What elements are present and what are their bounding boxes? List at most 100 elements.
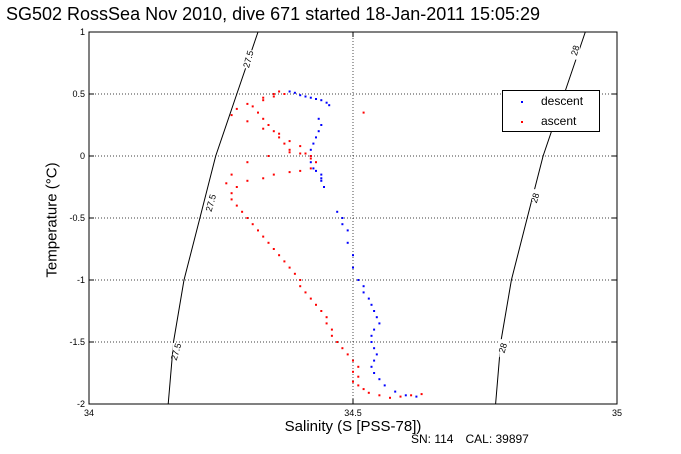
x-axis-label: Salinity (S [PSS-78]) bbox=[284, 418, 422, 435]
ascent-point bbox=[235, 107, 238, 110]
ascent-point bbox=[246, 102, 249, 105]
descent-point bbox=[362, 285, 365, 288]
descent-point bbox=[378, 378, 381, 381]
legend-label-ascent: ascent bbox=[541, 114, 577, 128]
ascent-point bbox=[267, 155, 270, 157]
descent-point bbox=[312, 142, 315, 145]
ascent-point bbox=[378, 394, 381, 397]
ascent-point bbox=[288, 140, 291, 143]
y-tick-label: -1.5 bbox=[69, 337, 85, 347]
descent-point bbox=[346, 229, 349, 232]
ascent-point bbox=[357, 375, 360, 378]
ascent-point bbox=[262, 99, 265, 102]
calibration: CAL: 39897 bbox=[465, 432, 529, 446]
isopycnal-label: 28 bbox=[497, 342, 509, 354]
descent-point bbox=[415, 395, 418, 398]
descent-point bbox=[320, 173, 323, 176]
serial-info: SN: 114 CAL: 39897 bbox=[411, 432, 541, 446]
descent-point bbox=[309, 96, 312, 99]
descent-point bbox=[370, 365, 373, 368]
descent-point bbox=[404, 394, 407, 397]
ascent-point bbox=[341, 347, 344, 350]
ascent-point bbox=[235, 186, 238, 188]
descent-point bbox=[373, 328, 376, 331]
descent-point bbox=[352, 254, 354, 257]
descent-point bbox=[293, 91, 296, 94]
ascent-point bbox=[272, 93, 275, 95]
descent-point bbox=[323, 186, 325, 188]
isopycnal-label-bg bbox=[571, 41, 580, 60]
legend-label-descent: descent bbox=[541, 94, 584, 108]
descent-point bbox=[370, 341, 373, 343]
ascent-point bbox=[262, 235, 265, 238]
ascent-point bbox=[278, 90, 281, 93]
descent-point bbox=[362, 291, 365, 294]
y-tick-label: -2 bbox=[77, 399, 85, 409]
ascent-point bbox=[410, 394, 413, 397]
descent-point bbox=[320, 124, 323, 126]
data-points bbox=[225, 90, 423, 399]
x-tick-label: 35 bbox=[612, 408, 622, 418]
ascent-point bbox=[399, 395, 402, 398]
ascent-point bbox=[315, 303, 317, 306]
descent-point bbox=[370, 303, 373, 306]
descent-point bbox=[299, 94, 302, 97]
descent-point bbox=[304, 95, 307, 98]
x-tick-label: 34 bbox=[84, 408, 94, 418]
descent-point bbox=[336, 210, 339, 213]
descent-point bbox=[317, 117, 320, 120]
descent-point bbox=[346, 241, 349, 244]
ascent-point bbox=[357, 384, 360, 387]
ascent-point bbox=[299, 285, 302, 288]
descent-point bbox=[315, 136, 317, 139]
descent-point bbox=[373, 347, 376, 350]
ascent-point bbox=[267, 241, 270, 244]
legend-marker-ascent bbox=[521, 121, 523, 123]
descent-point bbox=[352, 266, 354, 269]
ascent-point bbox=[288, 151, 291, 154]
ascent-point bbox=[272, 130, 275, 133]
descent-point bbox=[341, 217, 344, 219]
isopycnal-label: 27.5 bbox=[204, 193, 218, 213]
ascent-point bbox=[325, 316, 328, 319]
y-axis-label: Temperature (°C) bbox=[43, 162, 61, 278]
ascent-point bbox=[278, 132, 281, 135]
isopycnal-label: 27.5 bbox=[169, 342, 183, 362]
ascent-point bbox=[288, 266, 291, 269]
descent-point bbox=[325, 101, 328, 104]
ascent-point bbox=[230, 114, 233, 117]
ascent-point bbox=[309, 297, 312, 300]
ascent-point bbox=[367, 391, 370, 394]
descent-point bbox=[375, 353, 378, 356]
descent-point bbox=[373, 372, 376, 374]
descent-point bbox=[394, 390, 397, 393]
ascent-point bbox=[262, 96, 265, 99]
ascent-point bbox=[246, 179, 249, 182]
ascent-point bbox=[272, 95, 275, 98]
ascent-point bbox=[225, 182, 228, 185]
ascent-point bbox=[362, 388, 365, 391]
ascent-point bbox=[325, 322, 328, 325]
y-tick-label: -0.5 bbox=[69, 213, 85, 223]
legend: descent ascent bbox=[502, 90, 600, 132]
ascent-point bbox=[262, 177, 265, 180]
isopycnal-label-bg bbox=[207, 194, 216, 213]
ascent-point bbox=[346, 353, 349, 356]
ascent-point bbox=[267, 124, 270, 126]
descent-point bbox=[383, 384, 386, 387]
isopycnal-label-bg bbox=[172, 342, 181, 361]
ascent-point bbox=[304, 152, 307, 155]
ascent-point bbox=[230, 198, 233, 201]
ascent-point bbox=[352, 380, 354, 383]
ascent-point bbox=[293, 272, 296, 275]
isopycnal-contours: 27.5 27.5 27.5 28 28 28 bbox=[167, 31, 586, 405]
descent-point bbox=[370, 334, 373, 337]
ascent-point bbox=[262, 127, 265, 130]
isopycnal-label-bg bbox=[244, 50, 253, 69]
y-tick-label: -1 bbox=[77, 275, 85, 285]
legend-marker-descent bbox=[521, 101, 523, 103]
ascent-point bbox=[352, 359, 354, 362]
isopycnal-label: 27.5 bbox=[241, 49, 255, 69]
isopycnal-line bbox=[167, 31, 259, 405]
